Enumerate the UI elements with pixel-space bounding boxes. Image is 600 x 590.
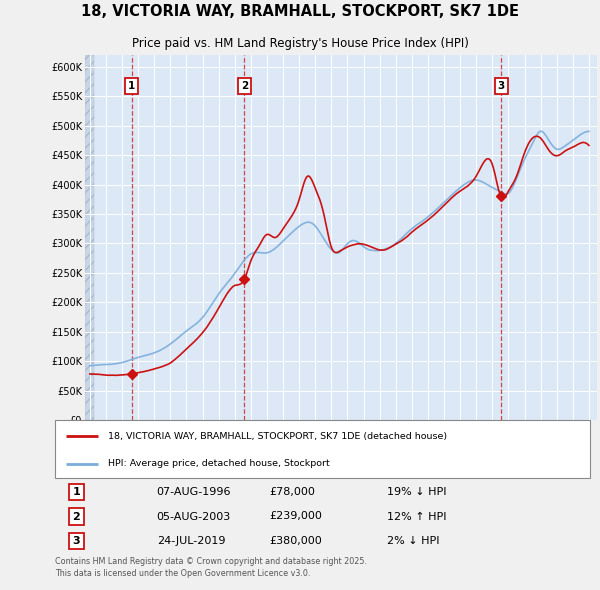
Text: 3: 3: [497, 81, 505, 91]
Text: 2: 2: [241, 81, 248, 91]
Text: 1: 1: [73, 487, 80, 497]
Text: £78,000: £78,000: [269, 487, 315, 497]
Text: 2: 2: [73, 512, 80, 522]
Text: 05-AUG-2003: 05-AUG-2003: [157, 512, 231, 522]
Text: 07-AUG-1996: 07-AUG-1996: [157, 487, 231, 497]
Text: 3: 3: [73, 536, 80, 546]
Text: 2% ↓ HPI: 2% ↓ HPI: [387, 536, 439, 546]
Text: HPI: Average price, detached house, Stockport: HPI: Average price, detached house, Stoc…: [109, 459, 330, 468]
FancyBboxPatch shape: [55, 420, 590, 478]
Text: 19% ↓ HPI: 19% ↓ HPI: [387, 487, 446, 497]
Text: 18, VICTORIA WAY, BRAMHALL, STOCKPORT, SK7 1DE: 18, VICTORIA WAY, BRAMHALL, STOCKPORT, S…: [81, 4, 519, 18]
Text: Price paid vs. HM Land Registry's House Price Index (HPI): Price paid vs. HM Land Registry's House …: [131, 38, 469, 51]
Text: £380,000: £380,000: [269, 536, 322, 546]
Text: 18, VICTORIA WAY, BRAMHALL, STOCKPORT, SK7 1DE (detached house): 18, VICTORIA WAY, BRAMHALL, STOCKPORT, S…: [109, 432, 448, 441]
Text: 12% ↑ HPI: 12% ↑ HPI: [387, 512, 446, 522]
Text: £239,000: £239,000: [269, 512, 322, 522]
Text: Contains HM Land Registry data © Crown copyright and database right 2025.
This d: Contains HM Land Registry data © Crown c…: [55, 557, 367, 578]
Text: 24-JUL-2019: 24-JUL-2019: [157, 536, 225, 546]
Text: 1: 1: [128, 81, 136, 91]
